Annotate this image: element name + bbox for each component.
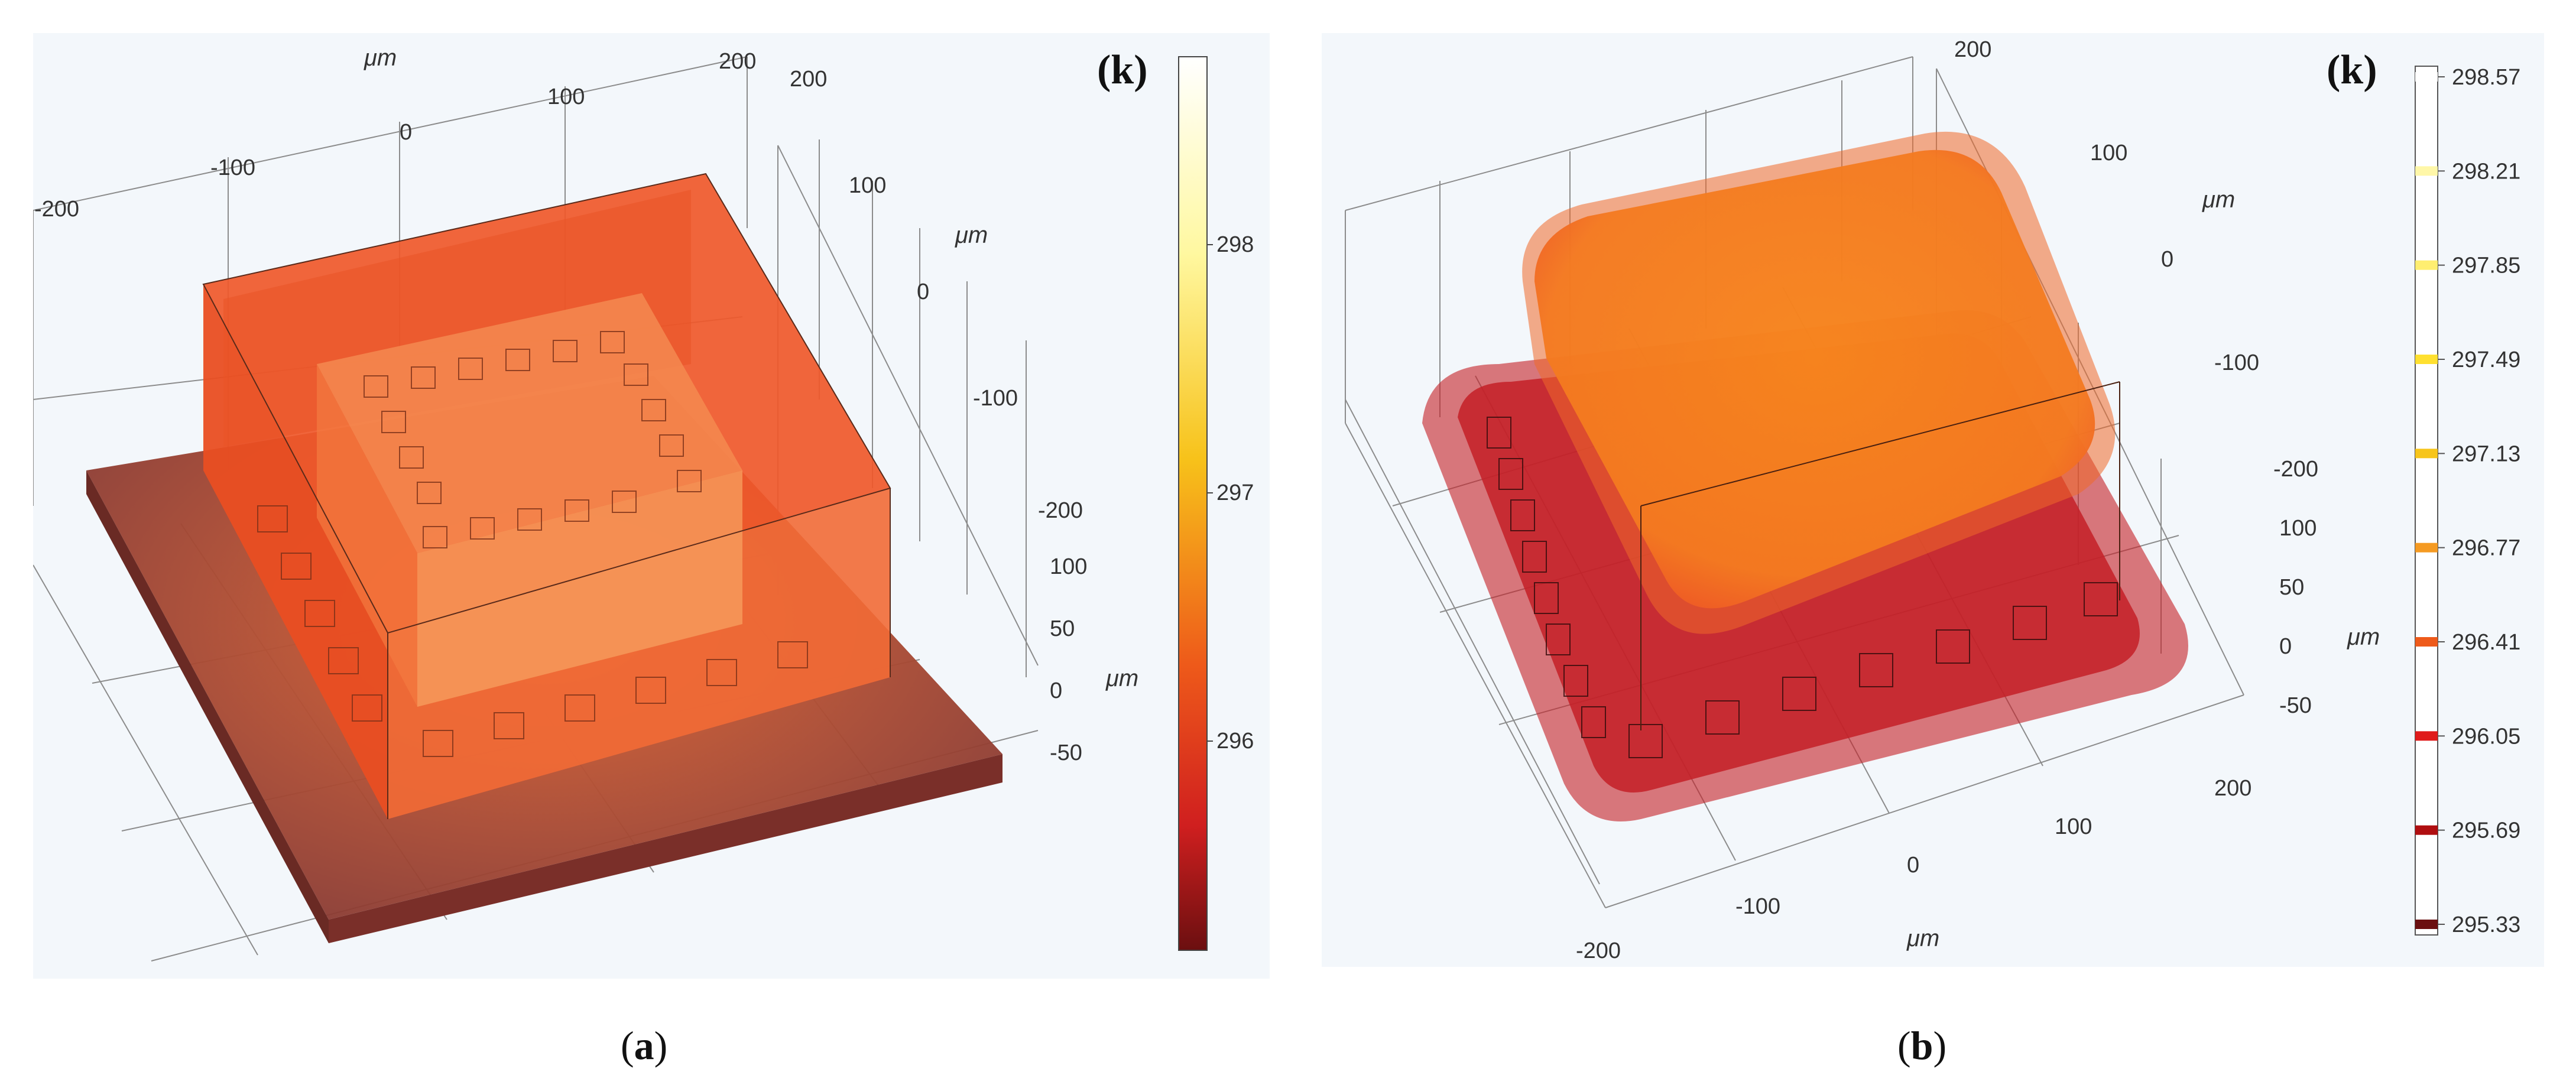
colorbar-level [2415,543,2438,553]
panel-b-chip [1522,131,2120,730]
axis-tick: 100 [849,173,886,198]
colorbar-tick: 298.21 [2452,159,2520,184]
colorbar-tick: 296.77 [2452,536,2520,561]
axis-tick: -100 [2214,350,2259,375]
axis-tick: -100 [1735,894,1780,919]
axis-tick: 50 [1050,616,1075,641]
axis-unit: μm [2202,187,2235,213]
axis-tick: 200 [790,67,827,92]
axis-unit: μm [1906,925,1939,951]
colorbar-level [2415,260,2438,270]
axis-tick: 100 [1050,554,1087,579]
axis-tick: -50 [2279,693,2312,718]
axis-tick: -200 [34,197,79,222]
panel-b-colorbar: (k) 298.57 298.21 297.85 297.49 297.13 296.77… [2327,47,2520,937]
colorbar-tick: 296 [1216,729,1254,754]
axis-tick: 200 [1954,37,1991,62]
colorbar-tick: 295.33 [2452,912,2520,937]
colorbar-tick: 298.57 [2452,65,2520,90]
colorbar-tick: 295.69 [2452,819,2520,843]
axis-tick: -100 [973,386,1018,411]
colorbar-level [2415,637,2438,647]
colorbar-tick: 296.05 [2452,724,2520,749]
axis-tick: -200 [1038,498,1083,523]
colorbar-level [2415,920,2438,929]
colorbar-tick: 297.85 [2452,254,2520,278]
axis-unit: μm [2347,624,2380,650]
panel-a-colorbar: (k) 298 297 296 [1097,47,1254,951]
panel-a-plot: -200 -100 0 100 200 μm 200 100 0 -100 -2… [33,33,1270,979]
axis-unit: μm [955,222,988,248]
panel-a-caption: (a) [621,1023,668,1068]
axis-tick: 200 [719,49,756,74]
axis-tick: 100 [2279,516,2317,541]
colorbar-tick: 297.49 [2452,347,2520,372]
axis-tick: 0 [2161,247,2173,272]
panel-a-3d-view: -200 -100 0 100 200 μm 200 100 0 -100 -2… [33,45,1254,962]
axis-tick: 200 [2214,776,2251,801]
colorbar-level [2415,825,2438,835]
axis-unit: μm [364,45,397,71]
axis-tick: 0 [1050,678,1062,703]
colorbar-level [2415,355,2438,364]
colorbar-tick: 297 [1216,480,1254,505]
axis-tick: 0 [917,280,929,304]
panel-b-bottom-axis: -200 -100 0 100 200 μm [1576,776,2251,963]
panel-a-chip [202,173,891,819]
colorbar-level [2415,731,2438,741]
panel-b-plot: 200 100 0 -100 -200 μm 100 50 0 -50 μm -… [1322,33,2544,967]
unit-label: (k) [1097,47,1148,93]
axis-tick: 50 [2279,575,2304,600]
panel-a-z-axis: 100 50 0 -50 μm [1050,554,1138,765]
panel-b-z-axis: 100 50 0 -50 μm [2279,516,2380,718]
axis-tick: 0 [2279,634,2292,659]
panel-b-3d-view: 200 100 0 -100 -200 μm 100 50 0 -50 μm -… [1345,37,2520,963]
axis-tick: -100 [210,155,255,180]
colorbar-level [2415,166,2438,176]
unit-label: (k) [2327,47,2377,93]
panel-b-caption: (b) [1897,1023,1947,1068]
axis-tick: -50 [1050,741,1082,765]
axis-unit: μm [1105,665,1138,691]
axis-tick: 0 [400,120,412,145]
panel-a-top-axis: -200 -100 0 100 200 μm [34,45,756,222]
colorbar-tick: 296.41 [2452,630,2520,655]
axis-tick: -200 [1576,938,1621,963]
colorbar-tick: 298 [1216,232,1254,257]
axis-tick: -200 [2273,457,2318,482]
panel-b-right-axis: 200 100 0 -100 -200 μm [1954,37,2318,482]
colorbar-tick: 297.13 [2452,441,2520,466]
axis-tick: 100 [547,85,585,109]
axis-tick: 100 [2055,814,2092,839]
panel-a-right-axis: 200 100 0 -100 -200 μm [790,67,1083,523]
axis-tick: 0 [1907,853,1919,878]
colorbar-level [2415,449,2438,459]
axis-tick: 100 [2090,141,2127,165]
colorbar-level [2415,72,2438,82]
